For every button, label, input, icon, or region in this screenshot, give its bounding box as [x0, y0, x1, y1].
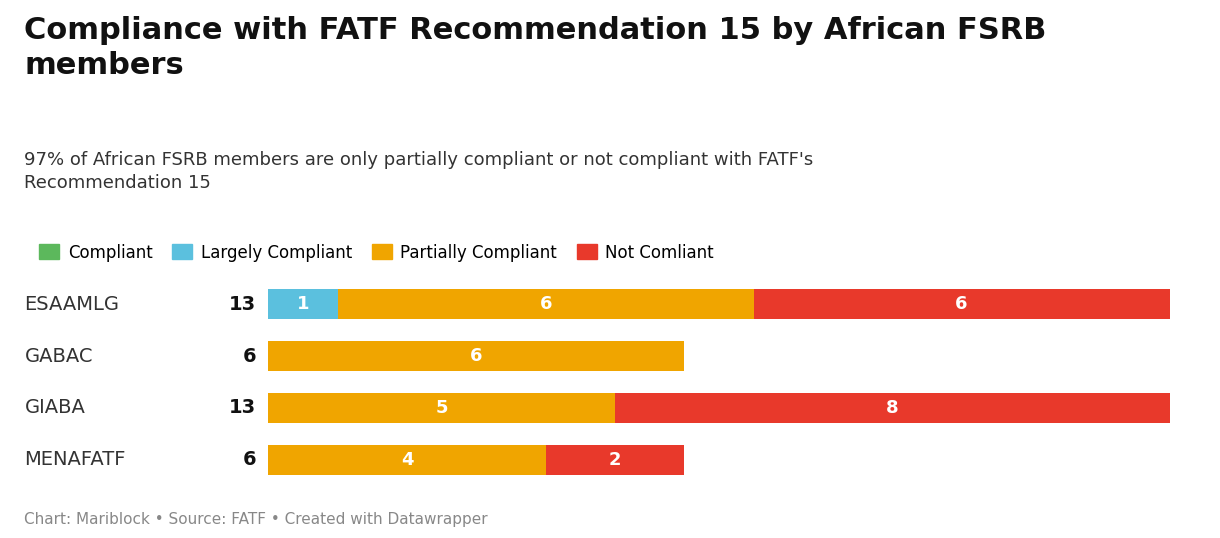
Text: 6: 6 — [243, 450, 256, 469]
Bar — [615, 393, 1170, 423]
Bar — [268, 393, 615, 423]
Text: GABAC: GABAC — [24, 346, 93, 365]
Bar — [268, 341, 684, 371]
Bar — [268, 289, 338, 319]
Bar — [754, 289, 1170, 319]
Text: Chart: Mariblock • Source: FATF • Created with Datawrapper: Chart: Mariblock • Source: FATF • Create… — [24, 512, 488, 527]
Text: Compliance with FATF Recommendation 15 by African FSRB
members: Compliance with FATF Recommendation 15 b… — [24, 16, 1047, 80]
Text: 13: 13 — [229, 295, 256, 314]
Bar — [268, 445, 545, 475]
Text: 13: 13 — [229, 399, 256, 417]
Text: GIABA: GIABA — [24, 399, 85, 417]
Text: ESAAMLG: ESAAMLG — [24, 295, 120, 314]
Text: 6: 6 — [243, 346, 256, 365]
Text: 6: 6 — [539, 295, 551, 313]
Text: 2: 2 — [609, 451, 621, 469]
Text: 6: 6 — [470, 347, 483, 365]
Bar — [545, 445, 684, 475]
Text: 5: 5 — [436, 399, 448, 417]
Legend: Compliant, Largely Compliant, Partially Compliant, Not Comliant: Compliant, Largely Compliant, Partially … — [33, 237, 721, 268]
Bar — [338, 289, 754, 319]
Text: MENAFATF: MENAFATF — [24, 450, 126, 469]
Text: 8: 8 — [886, 399, 899, 417]
Text: 97% of African FSRB members are only partially compliant or not compliant with F: 97% of African FSRB members are only par… — [24, 151, 814, 192]
Text: 1: 1 — [296, 295, 310, 313]
Text: 6: 6 — [955, 295, 967, 313]
Text: 4: 4 — [401, 451, 414, 469]
